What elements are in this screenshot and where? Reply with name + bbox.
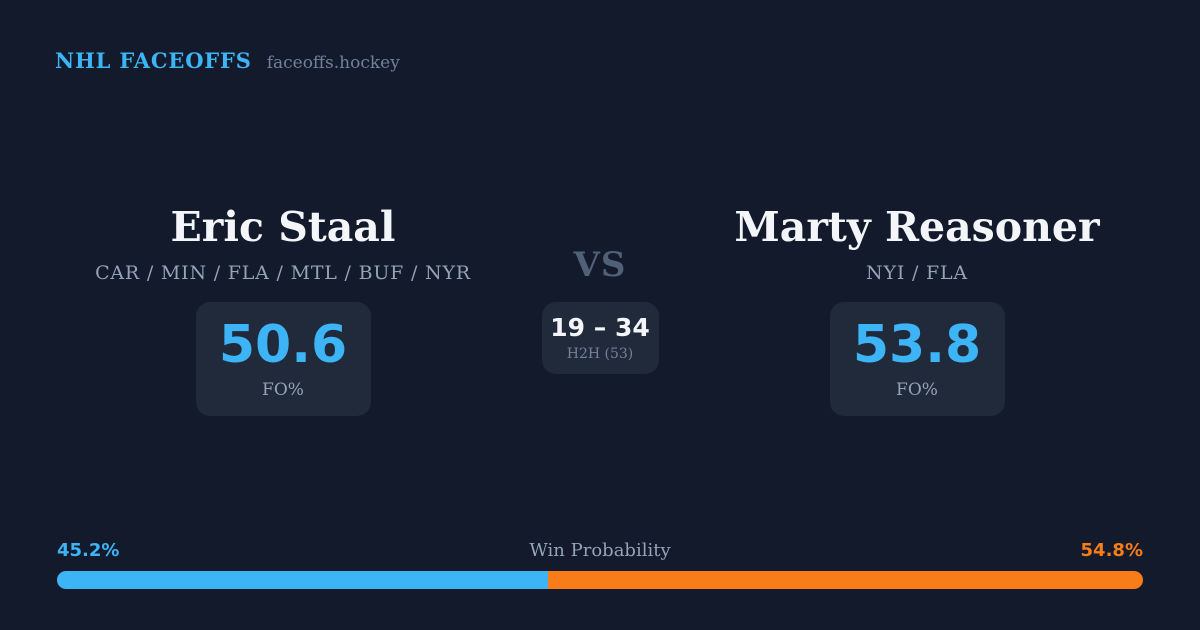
h2h-score: 19 – 34 xyxy=(550,312,650,342)
brand-title: NHL FACEOFFS xyxy=(55,48,252,73)
player-left-panel: Eric Staal CAR / MIN / FLA / MTL / BUF /… xyxy=(83,203,483,417)
win-probability-section: 45.2% Win Probability 54.8% xyxy=(57,540,1143,589)
vs-label: VS xyxy=(573,245,627,285)
win-probability-bar-right-segment xyxy=(547,571,1143,589)
player-left-name: Eric Staal xyxy=(170,203,396,251)
win-probability-bar xyxy=(57,571,1143,589)
h2h-label: H2H (53) xyxy=(566,345,634,362)
player-right-panel: Marty Reasoner NYI / FLA 53.8 FO% xyxy=(717,203,1117,417)
player-right-fo-pct-value: 53.8 xyxy=(852,314,982,375)
site-url: faceoffs.hockey xyxy=(266,53,400,73)
matchup-center-panel: VS 19 – 34 H2H (53) xyxy=(500,248,700,374)
player-left-teams: CAR / MIN / FLA / MTL / BUF / NYR xyxy=(95,262,471,285)
player-right-name: Marty Reasoner xyxy=(734,203,1100,251)
player-right-fo-pct-label: FO% xyxy=(896,379,938,400)
header: NHL FACEOFFS faceoffs.hockey xyxy=(55,48,400,73)
player-left-fo-pct-value: 50.6 xyxy=(218,314,348,375)
player-left-stat-card: 50.6 FO% xyxy=(195,302,371,417)
win-probability-labels: 45.2% Win Probability 54.8% xyxy=(57,540,1143,561)
win-probability-bar-left-segment xyxy=(57,571,548,589)
win-probability-title: Win Probability xyxy=(529,540,671,561)
player-right-teams: NYI / FLA xyxy=(866,262,968,285)
win-probability-left-pct: 45.2% xyxy=(57,540,120,561)
win-probability-right-pct: 54.8% xyxy=(1080,540,1143,561)
player-left-fo-pct-label: FO% xyxy=(262,379,304,400)
h2h-card: 19 – 34 H2H (53) xyxy=(541,302,659,374)
player-right-stat-card: 53.8 FO% xyxy=(829,302,1005,417)
